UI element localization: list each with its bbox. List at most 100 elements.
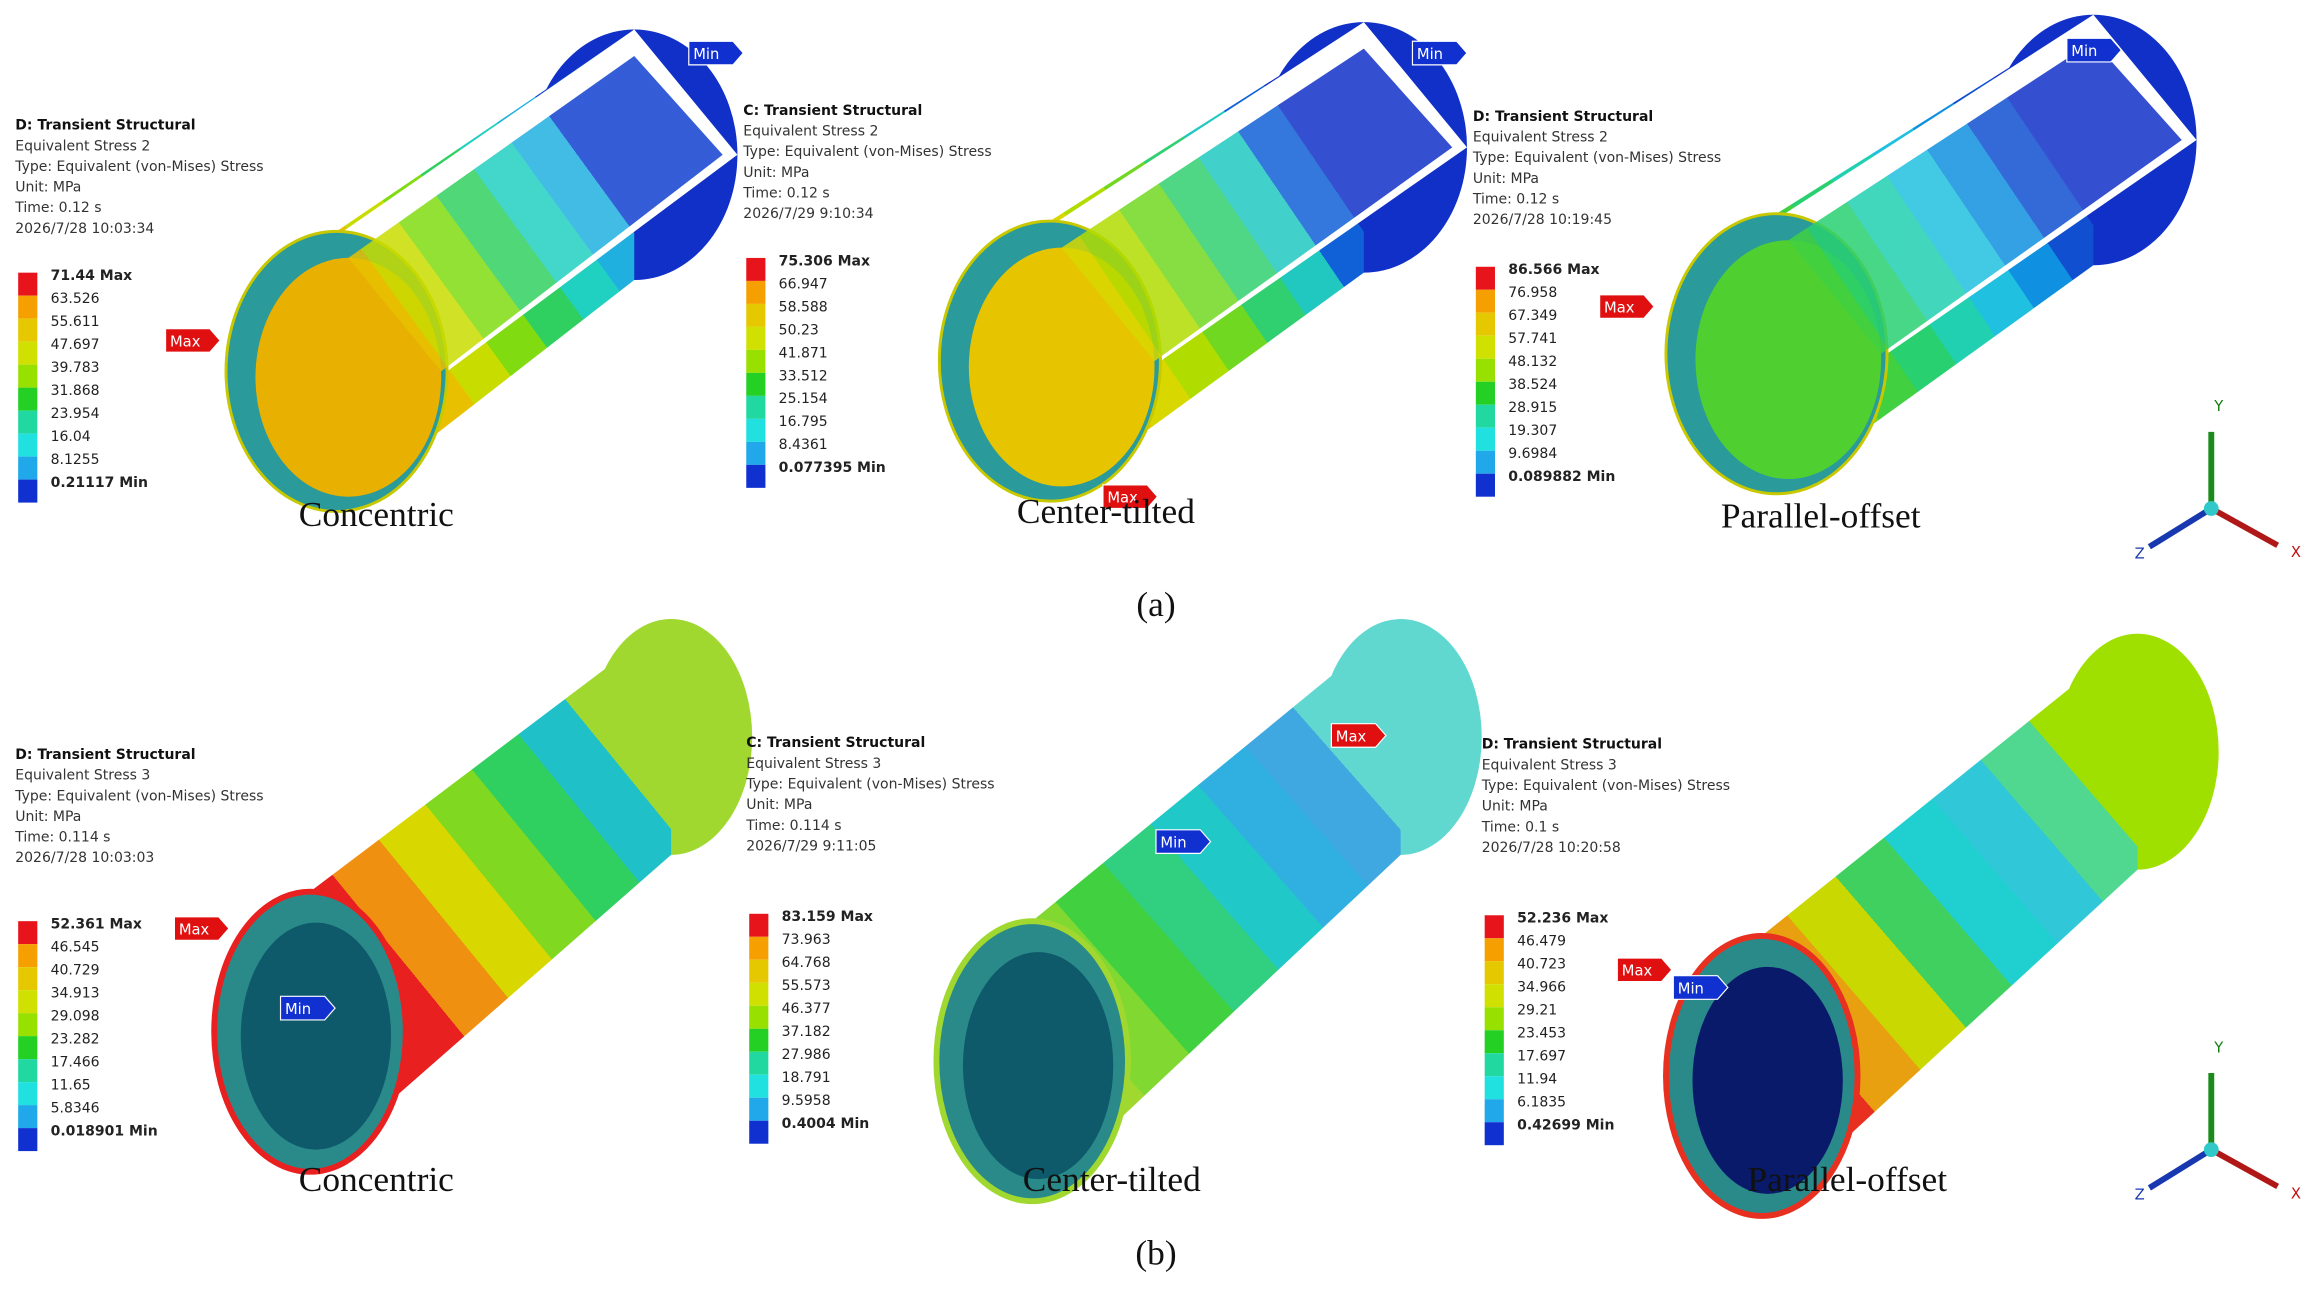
legend-swatch [1484, 1076, 1504, 1100]
legend-label: 23.954 [51, 406, 100, 422]
tube-inner [968, 247, 1155, 487]
probe-label: Min [1417, 46, 1443, 63]
result-header: Equivalent Stress 3 [1482, 757, 1617, 773]
legend-label: 73.963 [782, 932, 831, 948]
result-header: C: Transient Structural [743, 103, 922, 119]
legend-swatch [749, 1120, 769, 1144]
legend-swatch [1475, 381, 1495, 405]
legend-label: 64.768 [782, 955, 831, 971]
result-header: Type: Equivalent (von-Mises) Stress [14, 159, 263, 175]
result-header: Time: 0.12 s [14, 200, 101, 216]
result-header: D: Transient Structural [15, 118, 195, 134]
legend-swatch [1475, 335, 1495, 359]
axis-label: X [2291, 544, 2301, 561]
legend-swatch [18, 967, 38, 991]
legend-label: 52.236 Max [1517, 911, 1608, 927]
legend-swatch [1484, 984, 1504, 1008]
legend-label: 19.307 [1508, 423, 1557, 439]
legend-swatch [1475, 404, 1495, 428]
legend-label: 47.697 [51, 337, 100, 353]
probe-label: Min [693, 46, 719, 63]
legend-swatch [18, 387, 38, 411]
result-header: Time: 0.1 s [1481, 819, 1559, 835]
legend-swatch [18, 433, 38, 457]
legend-label: 23.282 [51, 1031, 100, 1047]
legend-swatch [18, 318, 38, 342]
legend-swatch [749, 1074, 769, 1098]
result-header: Time: 0.114 s [745, 818, 841, 834]
legend-swatch [18, 479, 38, 503]
result-header: Equivalent Stress 2 [15, 138, 150, 154]
legend-label: 33.512 [779, 368, 828, 384]
result-header: D: Transient Structural [15, 747, 195, 763]
legend-swatch [746, 395, 766, 419]
legend-swatch [18, 1059, 38, 1083]
legend-label: 55.611 [51, 314, 100, 330]
probe-tag [1616, 957, 1673, 983]
inner-bore [1788, 41, 2182, 354]
legend-label: 0.018901 Min [51, 1123, 158, 1139]
legend-swatch [18, 410, 38, 434]
legend-label: 28.915 [1508, 400, 1557, 416]
legend-label: 40.729 [51, 963, 100, 979]
legend-label: 31.868 [51, 383, 100, 399]
legend-swatch [18, 272, 38, 296]
probe-tag [164, 328, 221, 353]
legend-label: 67.349 [1508, 308, 1557, 324]
legend-swatch [1484, 1099, 1504, 1123]
legend-label: 11.65 [51, 1077, 91, 1093]
result-header: Equivalent Stress 2 [743, 124, 878, 140]
result-header: Type: Equivalent (von-Mises) Stress [745, 777, 994, 793]
result-header: Unit: MPa [743, 165, 809, 181]
legend-swatch [1475, 289, 1495, 313]
probe-tag [1672, 975, 1729, 1000]
legend-swatch [746, 303, 766, 327]
legend-label: 52.361 Max [51, 917, 142, 933]
legend-swatch [18, 921, 38, 945]
legend-swatch [18, 1013, 38, 1037]
legend-label: 0.42699 Min [1517, 1118, 1614, 1134]
legend-label: 8.1255 [51, 452, 100, 468]
result-header: Type: Equivalent (von-Mises) Stress [742, 144, 991, 160]
caption: Parallel-offset [1747, 1159, 1947, 1199]
probe-label: Min [1678, 980, 1704, 997]
probe-tag [688, 40, 745, 66]
axis-z [2147, 505, 2213, 550]
legend-label: 55.573 [782, 978, 831, 994]
legend-swatch [746, 464, 766, 488]
legend-swatch [1475, 450, 1495, 474]
axis-z [2147, 1147, 2213, 1191]
legend-label: 27.986 [782, 1047, 831, 1063]
legend-label: 58.588 [779, 299, 828, 315]
legend-swatch [18, 1105, 38, 1129]
legend-swatch [18, 1082, 38, 1106]
legend-label: 29.098 [51, 1009, 100, 1025]
probe-label: Max [179, 921, 210, 938]
legend-label: 29.21 [1517, 1003, 1557, 1019]
legend-label: 23.453 [1517, 1026, 1566, 1042]
legend-label: 8.4361 [779, 437, 828, 453]
legend-label: 5.8346 [51, 1100, 100, 1116]
caption: Concentric [299, 494, 454, 534]
subfigure-label: (b) [1135, 1233, 1176, 1273]
legend-swatch [1484, 1030, 1504, 1054]
legend-swatch [749, 1097, 769, 1121]
legend-label: 39.783 [51, 360, 100, 376]
legend-swatch [1484, 1053, 1504, 1077]
legend-swatch [746, 326, 766, 350]
result-header: Type: Equivalent (von-Mises) Stress [1481, 778, 1730, 794]
probe-label: Min [2071, 43, 2097, 60]
legend-swatch [1484, 1122, 1504, 1146]
legend-swatch [749, 936, 769, 960]
axis-label: Y [2213, 398, 2224, 415]
axis-label: Z [2135, 546, 2145, 563]
result-header: Unit: MPa [1482, 799, 1548, 815]
legend-label: 46.377 [782, 1001, 831, 1017]
legend-label: 16.795 [779, 414, 828, 430]
axis-x [2209, 505, 2280, 548]
legend-swatch [1475, 312, 1495, 336]
result-header: Equivalent Stress 2 [1473, 129, 1608, 145]
legend-swatch [749, 913, 769, 937]
